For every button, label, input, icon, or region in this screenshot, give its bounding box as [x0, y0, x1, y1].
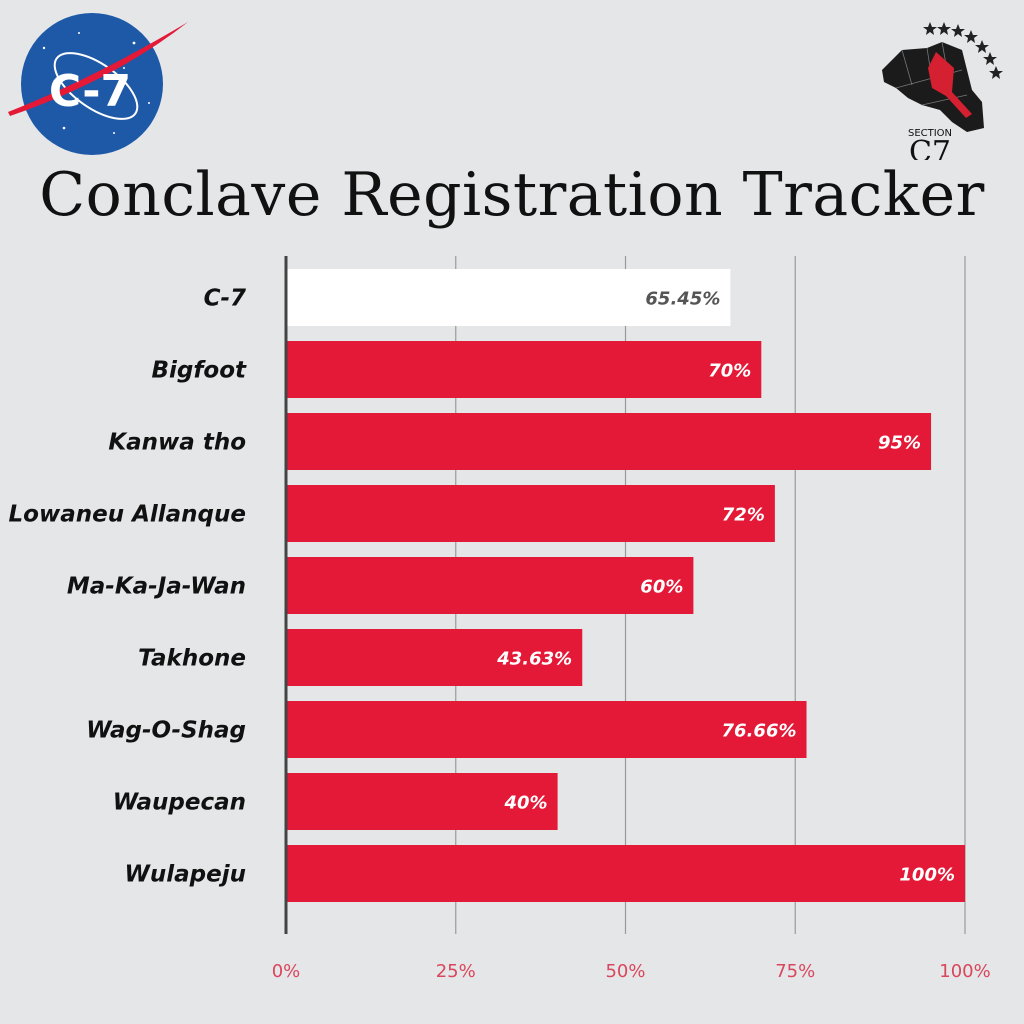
value-label: 70%: [708, 361, 751, 382]
category-label: Lowaneu Allanque: [9, 502, 246, 528]
value-label: 40%: [504, 793, 548, 814]
category-label: C-7: [204, 286, 246, 312]
x-tick-label: 0%: [272, 961, 301, 982]
bar: [286, 557, 694, 614]
bar: [286, 773, 558, 830]
c7-meatball-logo: C-7: [8, 13, 188, 155]
bar: [286, 629, 583, 686]
bar: [286, 701, 807, 758]
bar: [286, 485, 775, 542]
chart-title: Conclave Registration Tracker: [39, 160, 985, 230]
bar: [286, 341, 762, 398]
value-label: 95%: [878, 433, 921, 454]
category-label: Wulapeju: [125, 862, 246, 888]
bar: [286, 845, 965, 902]
value-label: 65.45%: [645, 289, 720, 310]
value-label: 100%: [899, 865, 955, 886]
category-label: Ma-Ka-Ja-Wan: [67, 574, 246, 600]
category-label: Takhone: [138, 646, 246, 672]
logo-right-section: SECTION: [908, 128, 952, 139]
value-label: 76.66%: [722, 721, 797, 742]
value-label: 72%: [722, 505, 765, 526]
value-label: 43.63%: [496, 649, 572, 670]
value-label: 60%: [640, 577, 683, 598]
logo-left-text: C-7: [49, 66, 131, 117]
category-label: Wag-O-Shag: [86, 718, 246, 744]
x-tick-label: 25%: [436, 961, 476, 982]
x-tick-label: 75%: [775, 961, 815, 982]
category-label: Waupecan: [113, 790, 246, 816]
x-tick-label: 50%: [605, 961, 645, 982]
bar: [286, 269, 731, 326]
bar: [286, 413, 932, 470]
section-c7-logo: SECTION C7: [882, 22, 1003, 160]
category-label: Kanwa tho: [108, 430, 246, 456]
logo-right-code: C7: [909, 135, 951, 160]
x-tick-label: 100%: [939, 961, 990, 982]
category-label: Bigfoot: [152, 358, 247, 384]
